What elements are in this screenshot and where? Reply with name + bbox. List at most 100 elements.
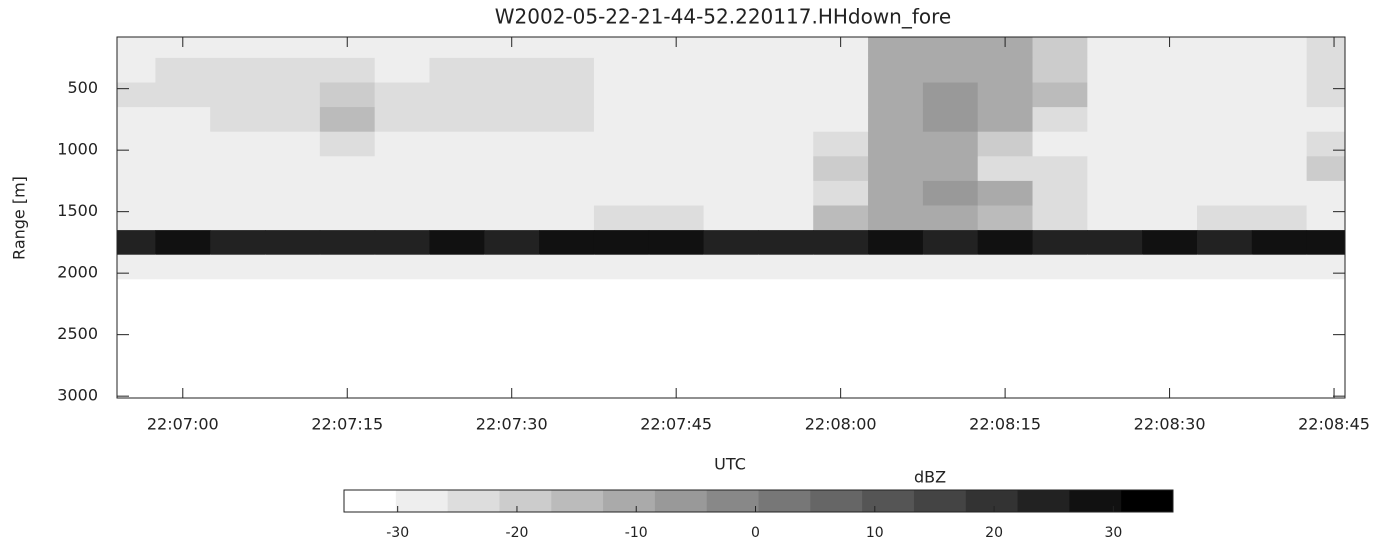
heatmap-cell (922, 377, 979, 398)
heatmap-cell (1306, 328, 1345, 354)
colorbar-frame (343, 489, 1174, 513)
heatmap-cell (265, 205, 321, 231)
heatmap-cell (539, 303, 595, 330)
heatmap-cell (210, 230, 266, 256)
colorbar-block (1017, 490, 1070, 512)
heatmap-cell (977, 37, 1034, 59)
heatmap-cell (1032, 353, 1088, 379)
heatmap-cell (1032, 377, 1088, 398)
heatmap-cell (1196, 254, 1253, 280)
heatmap-cell (374, 205, 430, 231)
heatmap-cell (1142, 377, 1198, 398)
colorbar-block (758, 490, 811, 512)
heatmap-cell (429, 180, 485, 207)
heatmap-cell (265, 37, 321, 59)
heatmap-cell (758, 156, 814, 182)
heatmap-cell (977, 205, 1034, 231)
heatmap-cell (922, 205, 979, 231)
heatmap-cell (977, 107, 1034, 133)
heatmap-cell (265, 254, 321, 280)
heatmap-cell (319, 353, 376, 379)
heatmap-cell (593, 131, 650, 157)
heatmap-cell (484, 107, 540, 133)
heatmap-cell (868, 328, 924, 354)
heatmap-cell (117, 180, 156, 207)
heatmap-cell (117, 107, 156, 133)
heatmap-cell (648, 82, 705, 108)
heatmap-cell (703, 131, 759, 157)
heatmap-cell (703, 37, 759, 59)
heatmap-cell (868, 303, 924, 330)
heatmap-cell (429, 82, 485, 108)
heatmap-cell (210, 254, 266, 280)
heatmap-cell (484, 353, 540, 379)
heatmap-cell (703, 279, 759, 305)
heatmap-cell (319, 131, 376, 157)
heatmap-cell (429, 377, 485, 398)
heatmap-cell (210, 328, 266, 354)
heatmap-cell (155, 180, 211, 207)
heatmap-cell (1087, 377, 1143, 398)
heatmap-cell (374, 107, 430, 133)
heatmap-cell (703, 156, 759, 182)
heatmap-cell (265, 156, 321, 182)
colorbar-tick-label: 20 (985, 525, 1003, 541)
heatmap-cell (539, 180, 595, 207)
heatmap-cell (539, 82, 595, 108)
colorbar-block (810, 490, 863, 512)
heatmap-cell (813, 37, 869, 59)
heatmap-cell (1032, 82, 1088, 108)
heatmap-cell (374, 57, 430, 84)
heatmap-cell (868, 82, 924, 108)
heatmap-cell (429, 37, 485, 59)
heatmap-cell (1142, 57, 1198, 84)
heatmap-cell (813, 205, 869, 231)
heatmap-cell (758, 279, 814, 305)
heatmap-cell (374, 180, 430, 207)
heatmap-cell (1142, 37, 1198, 59)
heatmap-cell (648, 230, 705, 256)
heatmap-cell (1087, 279, 1143, 305)
heatmap-cell (593, 254, 650, 280)
heatmap-cell (703, 205, 759, 231)
heatmap-cell (539, 37, 595, 59)
heatmap-cell (1087, 156, 1143, 182)
heatmap-cell (1306, 377, 1345, 398)
colorbar-block (447, 490, 500, 512)
heatmap-cell (1142, 328, 1198, 354)
heatmap-cell (319, 230, 376, 256)
colorbar-block (603, 490, 656, 512)
heatmap-cell (484, 57, 540, 84)
heatmap-cell (1196, 37, 1253, 59)
heatmap-cell (1251, 254, 1308, 280)
heatmap-cell (374, 303, 430, 330)
heatmap-cell (1306, 180, 1345, 207)
colorbar-block (1069, 490, 1122, 512)
heatmap-cell (703, 353, 759, 379)
heatmap-cell (117, 328, 156, 354)
heatmap-cell (758, 82, 814, 108)
colorbar-block (862, 490, 915, 512)
heatmap-cell (648, 156, 705, 182)
heatmap-cell (593, 107, 650, 133)
x-tick-label: 22:07:45 (640, 415, 712, 434)
heatmap-cell (758, 328, 814, 354)
heatmap-cell (593, 205, 650, 231)
heatmap-cell (868, 353, 924, 379)
heatmap-cell (539, 230, 595, 256)
heatmap-cell (1196, 230, 1253, 256)
heatmap-cell (1306, 131, 1345, 157)
heatmap-cell (813, 328, 869, 354)
heatmap-cell (265, 230, 321, 256)
heatmap-cell (1196, 303, 1253, 330)
heatmap-cell (1032, 279, 1088, 305)
heatmap-cell (429, 57, 485, 84)
heatmap-cell (977, 131, 1034, 157)
heatmap-cell (703, 230, 759, 256)
heatmap-cell (484, 131, 540, 157)
heatmap-cell (429, 205, 485, 231)
heatmap-cell (1196, 131, 1253, 157)
heatmap-cell (758, 57, 814, 84)
heatmap-cell (977, 353, 1034, 379)
